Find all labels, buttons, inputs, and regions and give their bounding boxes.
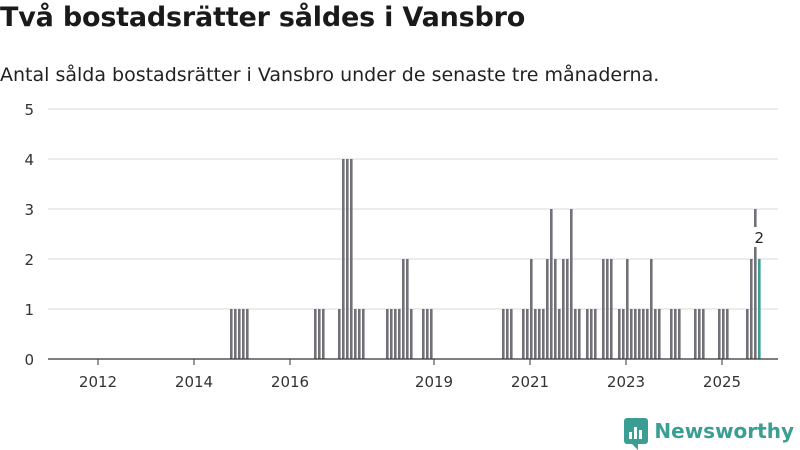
bar xyxy=(646,309,649,359)
bar xyxy=(406,259,409,359)
bar xyxy=(350,159,353,359)
bar xyxy=(510,309,513,359)
y-tick-label: 2 xyxy=(24,251,34,269)
bar xyxy=(346,159,349,359)
bar xyxy=(594,309,597,359)
brand-name: Newsworthy xyxy=(654,419,794,443)
bar xyxy=(386,309,389,359)
y-tick-label: 5 xyxy=(24,101,34,119)
bar-series xyxy=(230,159,761,359)
chart-subtitle: Antal sålda bostadsrätter i Vansbro unde… xyxy=(0,64,660,86)
y-tick-label: 0 xyxy=(24,351,34,369)
bar xyxy=(402,259,405,359)
brand-logo: Newsworthy xyxy=(624,416,794,450)
bar xyxy=(322,309,325,359)
x-tick-label: 2021 xyxy=(511,373,549,391)
bar xyxy=(546,259,549,359)
bar xyxy=(678,309,681,359)
bar xyxy=(578,309,581,359)
bar xyxy=(234,309,237,359)
grid-lines xyxy=(48,108,778,310)
bar xyxy=(390,309,393,359)
bar xyxy=(538,309,541,359)
bar xyxy=(726,309,729,359)
bar xyxy=(694,309,697,359)
bar xyxy=(638,309,641,359)
bar xyxy=(534,309,537,359)
bar xyxy=(658,309,661,359)
y-tick-label: 4 xyxy=(24,151,34,169)
bar xyxy=(626,259,629,359)
bar xyxy=(358,309,361,359)
bar xyxy=(238,309,241,359)
bar xyxy=(610,259,613,359)
bar xyxy=(718,309,721,359)
newsworthy-logo-icon xyxy=(624,418,649,450)
annotation-label: 2 xyxy=(755,229,765,247)
bar xyxy=(558,309,561,359)
bar xyxy=(502,309,505,359)
bar xyxy=(570,209,573,359)
annotation-background xyxy=(752,227,767,247)
bar xyxy=(314,309,317,359)
y-tick-label: 3 xyxy=(24,201,34,219)
bar xyxy=(242,309,245,359)
bar xyxy=(634,309,637,359)
annotation-layer: 2 xyxy=(752,227,767,247)
bar xyxy=(338,309,341,359)
bar xyxy=(526,309,529,359)
bar xyxy=(354,309,357,359)
bar xyxy=(398,309,401,359)
bar xyxy=(622,309,625,359)
x-tick-label: 2014 xyxy=(175,373,213,391)
bar xyxy=(758,259,761,359)
bar xyxy=(590,309,593,359)
bar xyxy=(650,259,653,359)
bar xyxy=(698,309,701,359)
bar xyxy=(542,309,545,359)
bar xyxy=(430,309,433,359)
bar xyxy=(566,259,569,359)
x-tick-label: 2019 xyxy=(415,373,453,391)
bar xyxy=(246,309,249,359)
bar xyxy=(342,159,345,359)
bar xyxy=(362,309,365,359)
bar xyxy=(574,309,577,359)
bar xyxy=(562,259,565,359)
bar xyxy=(602,259,605,359)
bar xyxy=(654,309,657,359)
bar xyxy=(754,209,757,359)
x-tick-label: 2023 xyxy=(607,373,645,391)
bar xyxy=(750,259,753,359)
bar xyxy=(606,259,609,359)
bar xyxy=(550,209,553,359)
bar xyxy=(530,259,533,359)
bar xyxy=(394,309,397,359)
bar xyxy=(426,309,429,359)
bar xyxy=(746,309,749,359)
bar xyxy=(674,309,677,359)
bar xyxy=(554,259,557,359)
x-tick-label: 2012 xyxy=(79,373,117,391)
bar xyxy=(670,309,673,359)
bar xyxy=(722,309,725,359)
y-tick-label: 1 xyxy=(24,301,34,319)
x-axis: 2012 2014 2016 2019 2021 2023 2025 xyxy=(48,358,778,391)
bar xyxy=(230,309,233,359)
x-tick-label: 2016 xyxy=(271,373,309,391)
bar xyxy=(422,309,425,359)
bar xyxy=(410,309,413,359)
bar xyxy=(642,309,645,359)
chart-title: Två bostadsrätter såldes i Vansbro xyxy=(0,2,526,33)
bar xyxy=(506,309,509,359)
bar xyxy=(630,309,633,359)
bar xyxy=(522,309,525,359)
bar xyxy=(586,309,589,359)
y-axis: 0 1 2 3 4 5 xyxy=(24,101,34,369)
bar xyxy=(618,309,621,359)
bar xyxy=(318,309,321,359)
bar xyxy=(702,309,705,359)
x-tick-label: 2025 xyxy=(703,373,741,391)
